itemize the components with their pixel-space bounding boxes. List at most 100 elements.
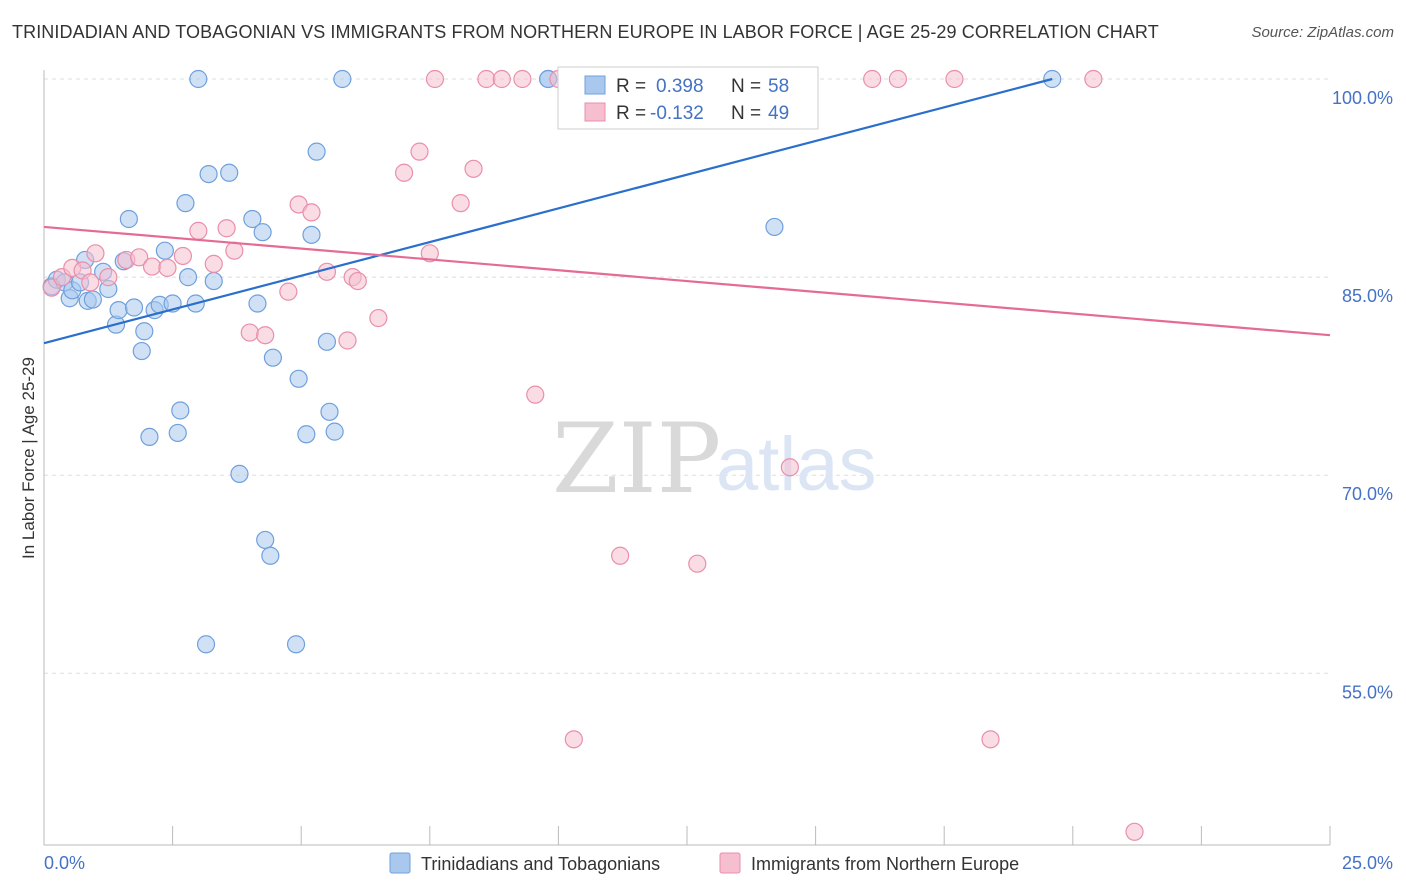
stats-swatch-northern-europe [584,102,606,122]
point-trinidadians-41 [289,369,308,388]
point-northern-europe-30 [451,194,470,213]
point-trinidadians-34 [243,209,262,229]
y-tick-label-2: 70.0% [1342,484,1393,504]
point-northern-europe-15 [225,241,244,260]
point-trinidadians-39 [263,348,283,367]
point-trinidadians-40 [286,635,306,654]
trendline-northern-europe [43,225,1331,337]
point-northern-europe-49 [1125,822,1144,841]
point-trinidadians-28 [189,69,208,89]
legend-label-trinidadians: Trinidadians and Tobagonians [421,854,660,874]
point-northern-europe-28 [420,244,439,263]
stats-n-value-2: 49 [768,103,789,124]
point-northern-europe-46 [945,69,964,89]
point-northern-europe-11 [173,246,192,266]
stats-r-label-1: R = [616,76,646,97]
point-trinidadians-26 [178,268,198,287]
point-trinidadians-33 [230,464,249,483]
point-trinidadians-43 [302,225,321,244]
point-trinidadians-14 [119,209,138,229]
point-trinidadians-15 [124,298,144,317]
legend-label-northern-europe: Immigrants from Northern Europe [751,854,1019,874]
point-trinidadians-46 [320,402,339,421]
point-northern-europe-8 [130,248,149,267]
stats-swatch-trinidadians [584,75,606,95]
legend: Trinidadians and Tobagonians Immigrants … [389,852,1019,874]
trendline-trinidadians [43,77,1053,345]
point-trinidadians-36 [253,223,272,242]
point-trinidadians-17 [135,322,154,341]
stats-r-label-2: R = [616,103,646,124]
legend-swatch-northern-europe [719,852,741,874]
point-northern-europe-6 [99,268,118,287]
point-trinidadians-45 [317,332,337,351]
y-tick-label-1: 85.0% [1342,286,1393,306]
point-northern-europe-21 [317,262,337,281]
point-trinidadians-48 [333,69,352,89]
point-northern-europe-18 [279,282,298,301]
point-northern-europe-47 [981,730,1000,749]
point-northern-europe-38 [564,730,583,749]
point-trinidadians-21 [155,241,174,260]
point-northern-europe-29 [425,69,445,89]
series-trinidadians-points [42,69,1062,654]
point-trinidadians-47 [325,422,344,441]
x-tick-label-max: 25.0% [1342,853,1393,873]
point-trinidadians-44 [307,142,326,161]
point-trinidadians-30 [199,164,218,184]
point-trinidadians-25 [176,194,195,213]
point-northern-europe-35 [526,385,545,404]
point-trinidadians-42 [297,425,316,444]
point-northern-europe-40 [611,546,630,565]
point-northern-europe-4 [81,273,100,292]
point-northern-europe-48 [1084,69,1103,89]
point-northern-europe-24 [348,271,367,291]
point-northern-europe-32 [477,69,496,89]
point-trinidadians-18 [140,427,159,447]
point-trinidadians-32 [220,163,239,182]
watermark-zip: ZIP [552,403,721,515]
point-trinidadians-35 [248,294,267,313]
chart-title: TRINIDADIAN AND TOBAGONIAN VS IMMIGRANTS… [12,22,1159,42]
x-tick-label-min: 0.0% [44,853,85,873]
legend-swatch-trinidadians [389,852,411,874]
x-axis-ticks [43,826,1331,845]
point-northern-europe-12 [189,221,208,240]
stats-r-value-2: -0.132 [650,103,704,124]
point-northern-europe-5 [86,244,105,263]
point-northern-europe-13 [204,254,223,273]
point-northern-europe-25 [369,308,388,328]
point-northern-europe-27 [410,142,429,161]
point-northern-europe-20 [302,203,321,222]
y-tick-label-0: 100.0% [1332,88,1393,108]
series-northern-europe-points [42,69,1144,841]
watermark: ZIP atlas [552,403,877,515]
point-northern-europe-42 [688,554,707,573]
point-trinidadians-12 [109,301,128,320]
point-trinidadians-31 [204,271,223,291]
chart-source: Source: ZipAtlas.com [1251,24,1394,41]
point-trinidadians-38 [261,546,280,565]
point-trinidadians-51 [765,217,784,237]
point-trinidadians-29 [196,635,216,654]
point-northern-europe-14 [217,219,236,238]
point-northern-europe-9 [142,257,162,276]
stats-n-label-1: N = [731,76,761,97]
point-trinidadians-8 [83,290,102,309]
point-northern-europe-17 [256,326,275,345]
point-northern-europe-16 [240,323,259,342]
point-northern-europe-43 [780,458,799,477]
stats-n-value-1: 58 [768,76,789,97]
point-northern-europe-22 [338,331,357,350]
point-trinidadians-16 [132,341,151,361]
point-trinidadians-23 [168,423,187,443]
point-northern-europe-45 [888,69,908,89]
y-axis-title: In Labor Force | Age 25-29 [19,357,38,559]
y-tick-label-3: 55.0% [1342,682,1393,702]
point-northern-europe-10 [158,258,177,277]
stats-box: R = 0.398 N = 58 R = -0.132 N = 49 [557,66,819,130]
y-axis-tick-labels: 100.0% 85.0% 70.0% 55.0% [1332,88,1393,702]
point-trinidadians-24 [171,401,190,420]
point-northern-europe-33 [492,69,511,89]
